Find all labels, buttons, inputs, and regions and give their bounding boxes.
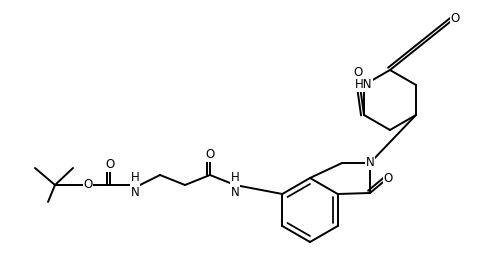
Text: O: O (206, 148, 215, 161)
Text: HN: HN (355, 78, 373, 92)
Text: O: O (84, 179, 93, 192)
Text: O: O (105, 158, 115, 171)
Text: O: O (451, 12, 460, 25)
Text: N: N (365, 156, 374, 169)
Text: H
N: H N (231, 171, 240, 199)
Text: H
N: H N (131, 171, 139, 199)
Text: O: O (353, 65, 363, 78)
Text: O: O (383, 171, 393, 184)
